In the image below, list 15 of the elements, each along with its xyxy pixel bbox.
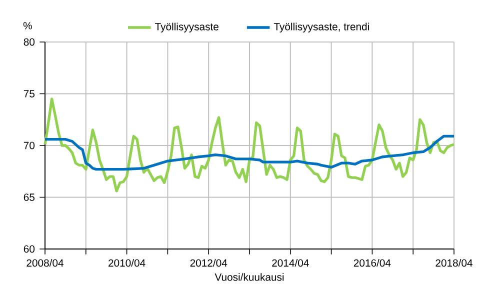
y-axis-title: % [23,22,32,30]
x-tick-label: 2016/04 [354,259,391,267]
y-tick-label: 70 [24,142,35,150]
legend-label: Työllisyysaste, trendi [274,22,369,32]
y-tick-label: 80 [24,38,35,46]
y-tick-label: 60 [24,245,35,253]
y-tick-label: 65 [24,194,35,201]
x-tick-label: 2014/04 [272,259,309,267]
x-tick-label: 2010/04 [108,259,146,267]
x-axis-title: Vuosi/kuukausi [214,273,284,281]
legend-label: Työllisyysaste [155,22,218,32]
x-tick-label: 2018/04 [436,259,472,267]
x-tick-label: 2012/04 [190,259,228,267]
x-tick-label: 2008/04 [26,259,64,267]
y-tick-label: 75 [24,90,35,98]
